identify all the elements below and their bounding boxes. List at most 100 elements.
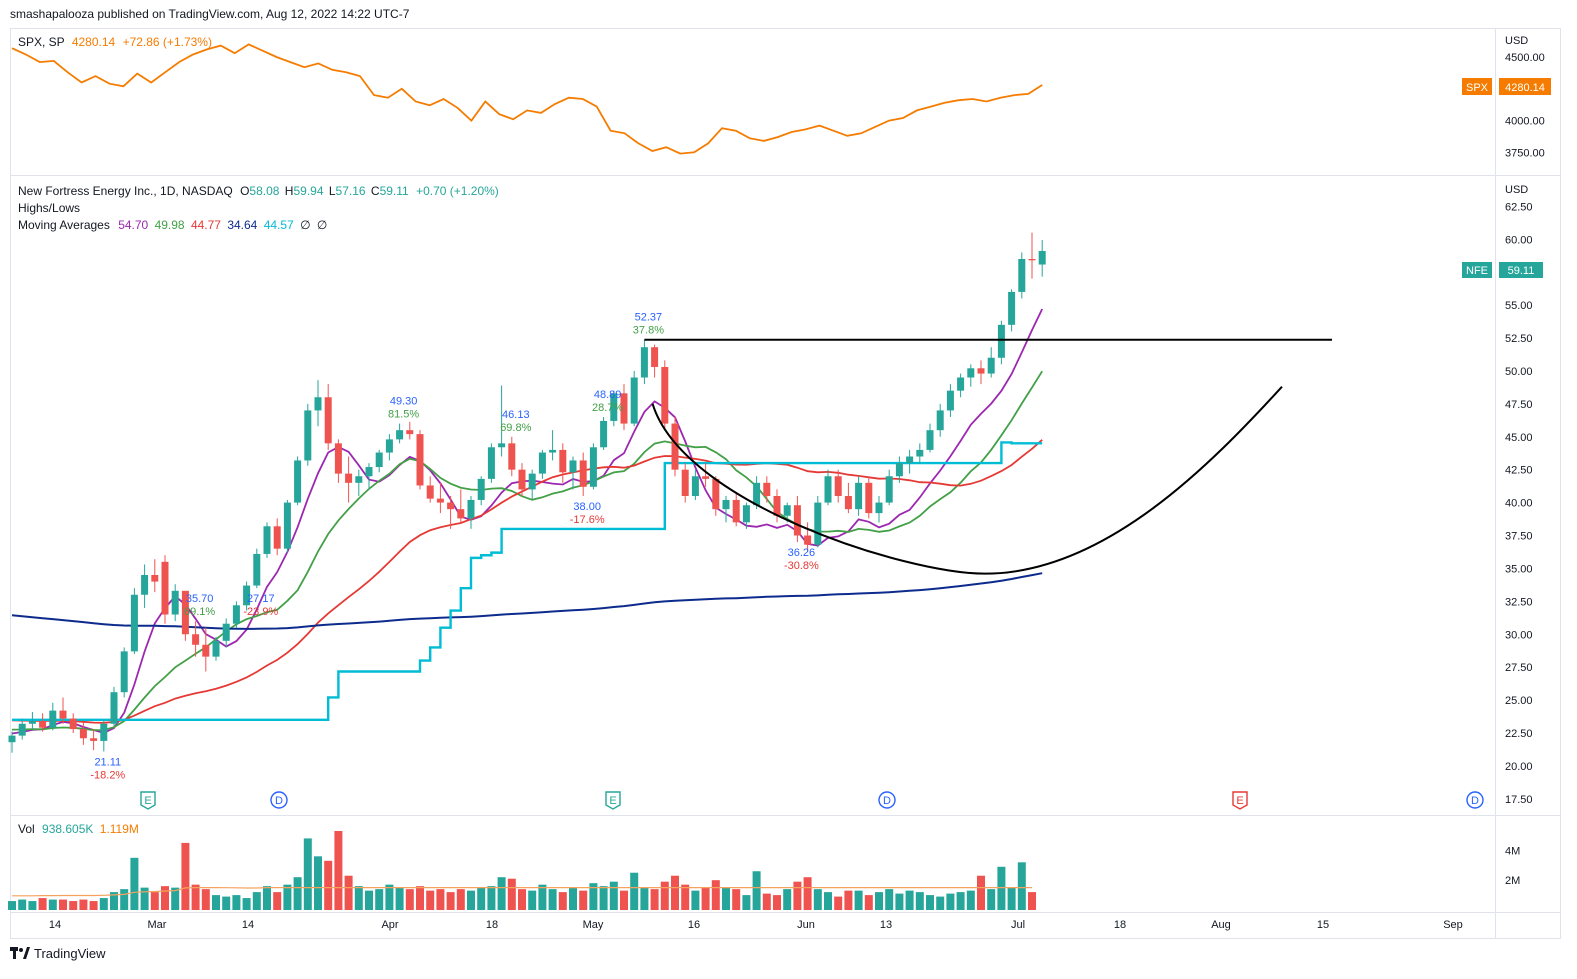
candle[interactable] [538,449,546,479]
candle[interactable] [804,522,812,552]
candle[interactable] [375,449,383,473]
candle[interactable] [1028,232,1036,279]
candle[interactable] [477,476,485,506]
candle[interactable] [722,496,730,523]
candle[interactable] [100,719,108,752]
candle[interactable] [712,476,720,516]
candle[interactable] [610,390,618,427]
earnings-marker-icon[interactable]: E [140,791,156,810]
candle[interactable] [906,449,914,474]
candle[interactable] [691,469,699,500]
candle[interactable] [283,499,291,553]
candle[interactable] [630,370,638,427]
candle[interactable] [8,731,16,753]
candle[interactable] [1018,252,1026,299]
candle[interactable] [120,647,128,698]
candle[interactable] [528,469,536,500]
candle[interactable] [69,713,77,733]
candle[interactable] [518,463,526,496]
candle[interactable] [406,421,414,440]
candle[interactable] [181,590,189,641]
candle[interactable] [202,627,210,672]
candle[interactable] [59,697,67,724]
dividend-marker-icon[interactable]: D [270,791,288,809]
candle[interactable] [569,456,577,490]
candle[interactable] [110,686,118,727]
candle[interactable] [640,339,648,385]
candle[interactable] [885,469,893,506]
candle[interactable] [457,489,465,523]
candle[interactable] [426,476,434,503]
cup-curve-drawing[interactable] [651,386,1283,575]
candle[interactable] [620,384,628,431]
candle[interactable] [589,443,597,490]
candle[interactable] [294,456,302,506]
ma-study-legend[interactable]: Moving Averages 54.70 49.98 44.77 34.64 … [18,218,327,232]
tradingview-brand[interactable]: TradingView [10,946,106,961]
candle[interactable] [436,482,444,514]
dividend-marker-icon[interactable]: D [878,791,896,809]
candle[interactable] [273,518,281,556]
candle[interactable] [39,713,47,732]
candle[interactable] [18,718,26,740]
candle[interactable] [967,364,975,387]
candle[interactable] [957,373,965,398]
candle[interactable] [498,385,506,457]
candle[interactable] [487,443,495,483]
candle[interactable] [702,463,710,487]
candle[interactable] [814,496,822,548]
candle[interactable] [447,496,455,529]
candle[interactable] [977,360,985,385]
candle[interactable] [365,463,373,490]
candle[interactable] [793,496,801,543]
candle[interactable] [79,722,87,745]
earnings-marker-icon[interactable]: E [605,791,621,810]
candle[interactable] [314,380,322,427]
candle[interactable] [579,452,587,496]
candle[interactable] [681,463,689,503]
time-axis[interactable]: 14 Mar 14 Apr 18 May 16 Jun 13 Jul 18 Aug 15 Sep [49,919,1463,931]
candle[interactable] [600,417,608,450]
candle[interactable] [936,403,944,437]
candle[interactable] [304,403,312,466]
candle[interactable] [997,320,1005,365]
candle[interactable] [916,443,924,464]
candle[interactable] [263,522,271,558]
candle[interactable] [243,581,251,611]
price-legend[interactable]: New Fortress Energy Inc., 1D, NASDAQ O58… [18,184,499,198]
earnings-marker-icon[interactable]: E [1232,791,1248,810]
candle[interactable] [732,492,740,527]
candle[interactable] [1008,289,1016,332]
candle[interactable] [28,711,36,730]
candle[interactable] [671,417,679,477]
candle[interactable] [875,496,883,523]
candle[interactable] [742,502,750,529]
candle[interactable] [192,621,200,657]
candle[interactable] [651,344,659,378]
candle[interactable] [90,729,98,751]
candle[interactable] [334,439,342,483]
candle[interactable] [212,636,220,661]
candle[interactable] [763,476,771,503]
candle[interactable] [987,347,995,378]
candle[interactable] [130,588,138,654]
candle[interactable] [661,360,669,431]
candle[interactable] [834,469,842,503]
candle[interactable] [324,384,332,450]
candle[interactable] [773,489,781,523]
candle[interactable] [865,476,873,519]
candle[interactable] [161,555,169,624]
candle[interactable] [345,456,353,503]
candle[interactable] [232,601,240,628]
candle[interactable] [824,469,832,506]
candle[interactable] [253,548,261,589]
candle[interactable] [396,423,404,444]
candle[interactable] [49,702,57,731]
dividend-marker-icon[interactable]: D [1466,791,1484,809]
candle[interactable] [1038,240,1046,277]
candle[interactable] [222,618,230,648]
candle[interactable] [416,430,424,490]
candle[interactable] [549,430,557,461]
candle[interactable] [171,584,179,622]
